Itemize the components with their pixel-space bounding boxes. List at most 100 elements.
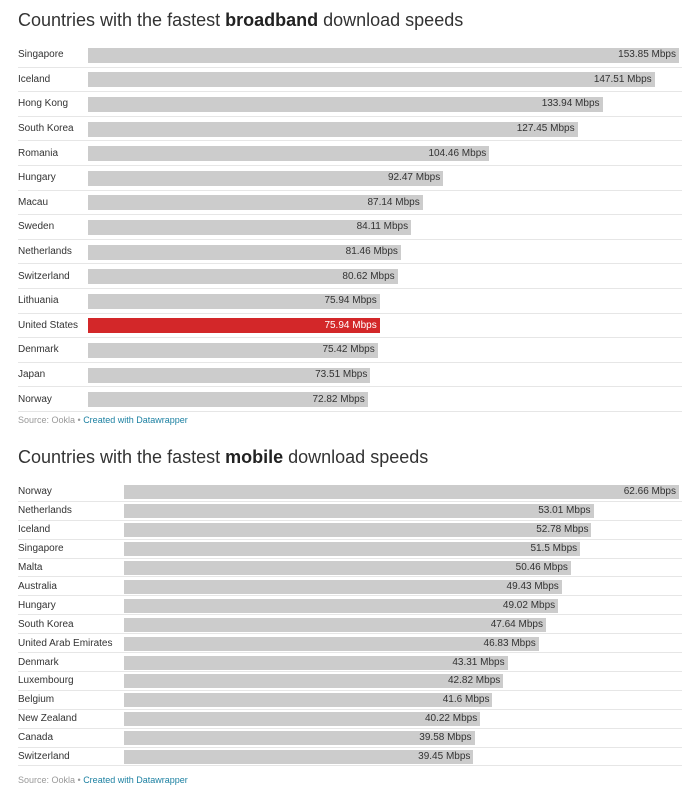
value-label: 46.83 Mbps — [483, 637, 536, 649]
value-label: 42.82 Mbps — [448, 675, 501, 687]
bar-row: Denmark 75.42 Mbps — [0, 338, 700, 363]
value-label: 104.46 Mbps — [428, 147, 487, 159]
datawrapper-credit-link[interactable]: Created with Datawrapper — [83, 775, 188, 785]
category-label: Switzerland — [18, 751, 70, 763]
category-label: Romania — [18, 147, 59, 159]
category-label: Sweden — [18, 221, 55, 233]
category-label: Switzerland — [18, 270, 70, 282]
bar-row: Norway 62.66 Mbps — [0, 483, 700, 502]
category-label: Malta — [18, 562, 43, 574]
bar-row: Luxembourg 42.82 Mbps — [0, 672, 700, 691]
bar — [124, 617, 546, 632]
broadband-source: Source: Ookla • Created with Datawrapper — [18, 415, 188, 425]
bar — [88, 47, 679, 63]
category-label: Japan — [18, 369, 46, 381]
category-label: Iceland — [18, 524, 51, 536]
bar-row: Hong Kong 133.94 Mbps — [0, 92, 700, 117]
category-label: Hungary — [18, 172, 56, 184]
category-label: Netherlands — [18, 246, 72, 258]
bar — [124, 561, 571, 576]
row-separator — [18, 500, 682, 502]
value-label: 39.45 Mbps — [418, 751, 471, 763]
bar — [88, 195, 423, 211]
title-prefix: Countries with the fastest — [18, 10, 226, 30]
bar-row: Denmark 43.31 Mbps — [0, 653, 700, 672]
bar-row: Belgium 41.6 Mbps — [0, 691, 700, 710]
value-label: 72.82 Mbps — [312, 393, 365, 405]
value-label: 39.58 Mbps — [419, 732, 472, 744]
bar-row: Macau 87.14 Mbps — [0, 191, 700, 216]
bar — [124, 674, 504, 689]
bar — [88, 146, 490, 162]
row-separator — [18, 765, 682, 767]
bar-row: Switzerland 80.62 Mbps — [0, 264, 700, 289]
value-label: 53.01 Mbps — [538, 505, 591, 517]
bar — [124, 712, 481, 727]
category-label: Norway — [18, 393, 52, 405]
bar — [88, 293, 380, 309]
row-separator — [18, 519, 682, 521]
value-label: 127.45 Mbps — [516, 123, 575, 135]
category-label: United States — [18, 319, 79, 331]
bar — [88, 367, 371, 383]
bar-row: Hungary 49.02 Mbps — [0, 596, 700, 616]
bar-row: Australia 49.43 Mbps — [0, 578, 700, 597]
category-label: New Zealand — [18, 713, 77, 725]
mobile-chart-title: Countries with the fastest mobile downlo… — [18, 447, 428, 468]
category-label: Luxembourg — [18, 675, 74, 687]
row-separator — [18, 66, 682, 68]
category-label: Canada — [18, 732, 54, 744]
row-separator — [18, 312, 682, 314]
bar — [124, 542, 581, 557]
row-separator — [18, 337, 682, 339]
bar-row: United States 75.94 Mbps — [0, 314, 700, 339]
row-separator — [18, 386, 682, 388]
broadband-chart: Countries with the fastest broadband dow… — [0, 10, 700, 430]
row-separator — [18, 670, 682, 672]
bar — [124, 485, 679, 500]
title-suffix: download speeds — [318, 10, 464, 30]
row-separator — [18, 189, 682, 191]
bar — [88, 170, 444, 186]
value-label: 92.47 Mbps — [387, 172, 441, 184]
bar-row: South Korea 127.45 Mbps — [0, 117, 700, 142]
source-label: Source: Ookla — [18, 415, 76, 425]
value-label: 87.14 Mbps — [367, 196, 420, 208]
value-label: 75.94 Mbps — [324, 295, 377, 307]
title-bold-word: mobile — [225, 447, 284, 467]
row-separator — [18, 708, 682, 710]
category-label: Hong Kong — [18, 98, 69, 110]
datawrapper-credit-link[interactable]: Created with Datawrapper — [83, 415, 188, 425]
broadband-chart-title: Countries with the fastest broadband dow… — [18, 10, 463, 31]
row-separator — [18, 633, 682, 635]
value-label: 81.46 Mbps — [345, 246, 398, 258]
row-separator — [18, 652, 682, 654]
value-label: 75.42 Mbps — [322, 344, 375, 356]
row-separator — [18, 576, 682, 578]
row-separator — [18, 91, 682, 93]
bar-row: Norway 72.82 Mbps — [0, 387, 700, 412]
value-label: 153.85 Mbps — [618, 49, 676, 61]
row-separator — [18, 727, 682, 729]
row-separator — [18, 557, 682, 559]
value-label: 40.22 Mbps — [424, 713, 478, 725]
bar-row: Iceland 147.51 Mbps — [0, 68, 700, 93]
bar — [88, 96, 603, 112]
category-label: South Korea — [18, 123, 74, 135]
bar — [88, 269, 398, 285]
title-bold-word: broadband — [225, 10, 319, 30]
category-label: Australia — [18, 580, 57, 592]
row-separator — [18, 263, 682, 265]
bar-row: Singapore 153.85 Mbps — [0, 43, 700, 68]
bar — [124, 731, 475, 746]
bar-row: Canada 39.58 Mbps — [0, 729, 700, 748]
row-separator — [18, 595, 682, 597]
source-bullet: • — [75, 415, 84, 425]
bar — [124, 655, 508, 670]
value-label: 133.94 Mbps — [541, 98, 600, 110]
bar — [88, 318, 380, 334]
value-label: 52.78 Mbps — [536, 524, 589, 536]
bar-row: Hungary 92.47 Mbps — [0, 166, 700, 191]
category-label: Lithuania — [18, 295, 59, 307]
title-prefix: Countries with the fastest — [18, 447, 226, 467]
